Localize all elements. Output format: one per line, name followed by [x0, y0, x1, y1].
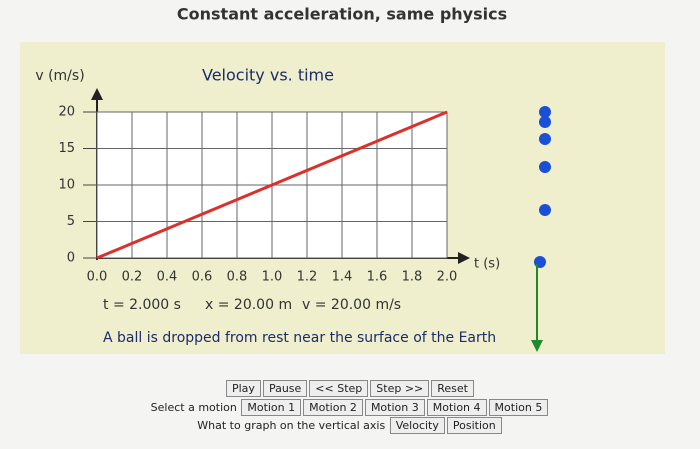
x-axis-label: t (s)	[474, 257, 500, 272]
time-readout: t = 2.000 s	[103, 297, 181, 313]
motion-row: Select a motion Motion 1 Motion 2 Motion 3…	[0, 399, 700, 416]
y-tick-label: 10	[58, 178, 75, 193]
x-tick-label: 1.0	[262, 270, 283, 285]
y-tick-label: 20	[58, 105, 75, 120]
axis-label: What to graph on the vertical axis	[197, 419, 386, 432]
y-tick-label: 0	[67, 251, 75, 266]
x-tick-label: 1.2	[297, 270, 318, 285]
button[interactable]: Motion 2	[303, 399, 363, 416]
x-tick-label: 1.6	[367, 270, 388, 285]
button[interactable]: Velocity	[389, 417, 445, 434]
x-tick-label: 0.8	[227, 270, 248, 285]
x-tick-label: 0.2	[122, 270, 143, 285]
x-tick-label: 0.4	[157, 270, 178, 285]
chart-title: Velocity vs. time	[202, 66, 334, 85]
button[interactable]: Motion 5	[488, 399, 549, 416]
y-axis-label: v (m/s)	[35, 68, 84, 84]
button[interactable]: Position	[446, 417, 502, 434]
y-tick-label: 5	[67, 214, 75, 229]
velocity-line	[96, 110, 448, 260]
x-tick-label: 1.8	[402, 270, 423, 285]
x-tick-label: 0.6	[192, 270, 213, 285]
button[interactable]: Step >>	[370, 380, 430, 397]
x-tick-label: 2.0	[437, 270, 458, 285]
x-arrow	[458, 252, 470, 264]
button[interactable]: << Step	[309, 380, 369, 397]
ball-trail	[531, 106, 551, 352]
button[interactable]: Motion 4	[426, 399, 487, 416]
playback-row: Play Pause << Step Step >> Reset	[0, 380, 700, 397]
button[interactable]: Play	[225, 380, 261, 397]
button[interactable]: Motion 1	[241, 399, 302, 416]
button[interactable]: Motion 3	[364, 399, 425, 416]
x-tick-label: 0.0	[87, 270, 108, 285]
axis-row: What to graph on the vertical axis Veloc…	[0, 417, 700, 434]
button[interactable]: Reset	[431, 380, 474, 397]
motion-label: Select a motion	[150, 401, 237, 414]
caption: A ball is dropped from rest near the sur…	[103, 330, 496, 346]
position-readout: x = 20.00 m	[205, 297, 292, 313]
page-title: Constant acceleration, same physics	[177, 5, 507, 24]
y-arrow	[91, 88, 103, 100]
y-tick-label: 15	[58, 141, 75, 156]
x-tick-label: 1.4	[332, 270, 353, 285]
velocity-readout: v = 20.00 m/s	[302, 297, 401, 313]
button[interactable]: Pause	[262, 380, 308, 397]
